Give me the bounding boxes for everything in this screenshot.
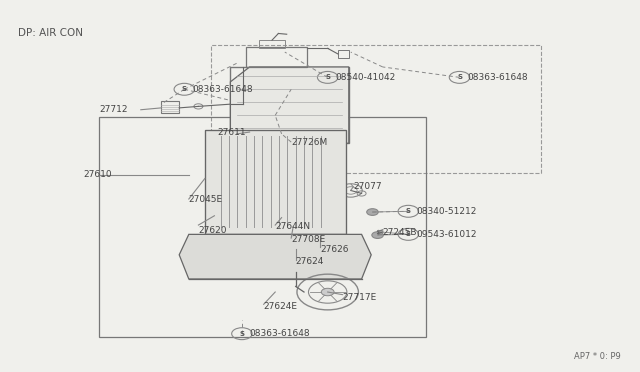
Text: 08340-51212: 08340-51212 — [416, 207, 476, 216]
Text: 09543-61012: 09543-61012 — [416, 230, 477, 239]
Text: 27620: 27620 — [198, 226, 227, 235]
Text: 08363-61648: 08363-61648 — [250, 329, 310, 338]
Text: 27611: 27611 — [218, 128, 246, 137]
Text: AP7 * 0: P9: AP7 * 0: P9 — [574, 352, 621, 361]
Text: S: S — [457, 74, 462, 80]
Text: 27708E: 27708E — [291, 235, 326, 244]
Polygon shape — [205, 130, 346, 234]
Text: 27610: 27610 — [83, 170, 112, 179]
Text: 27626: 27626 — [320, 245, 349, 254]
Circle shape — [367, 209, 378, 215]
Text: 27726M: 27726M — [291, 138, 328, 147]
Text: 08363-61648: 08363-61648 — [192, 85, 253, 94]
Text: S: S — [239, 331, 244, 337]
Bar — [338, 50, 349, 58]
Text: 27245B: 27245B — [383, 228, 417, 237]
Text: S: S — [325, 74, 330, 80]
Polygon shape — [230, 67, 349, 143]
Text: 27045E: 27045E — [189, 195, 223, 203]
Bar — [230, 67, 349, 143]
Text: S: S — [406, 231, 411, 237]
Text: DP: AIR CON: DP: AIR CON — [18, 29, 83, 38]
Bar — [161, 101, 179, 113]
Text: 27077: 27077 — [353, 182, 382, 191]
Bar — [99, 117, 426, 337]
Text: 27712: 27712 — [99, 105, 128, 114]
Polygon shape — [179, 234, 371, 279]
Bar — [246, 46, 307, 67]
Bar — [211, 45, 541, 173]
Text: 27624: 27624 — [296, 257, 324, 266]
Text: 08540-41042: 08540-41042 — [335, 73, 396, 82]
Text: 08363-61648: 08363-61648 — [467, 73, 528, 82]
Text: S: S — [406, 208, 411, 214]
Text: S: S — [182, 86, 187, 92]
Bar — [205, 130, 346, 234]
Text: 27644N: 27644N — [275, 222, 310, 231]
Text: 27717E: 27717E — [342, 293, 377, 302]
Text: 27624E: 27624E — [264, 302, 298, 311]
Circle shape — [372, 232, 383, 238]
Bar — [259, 40, 285, 48]
Circle shape — [321, 288, 334, 296]
